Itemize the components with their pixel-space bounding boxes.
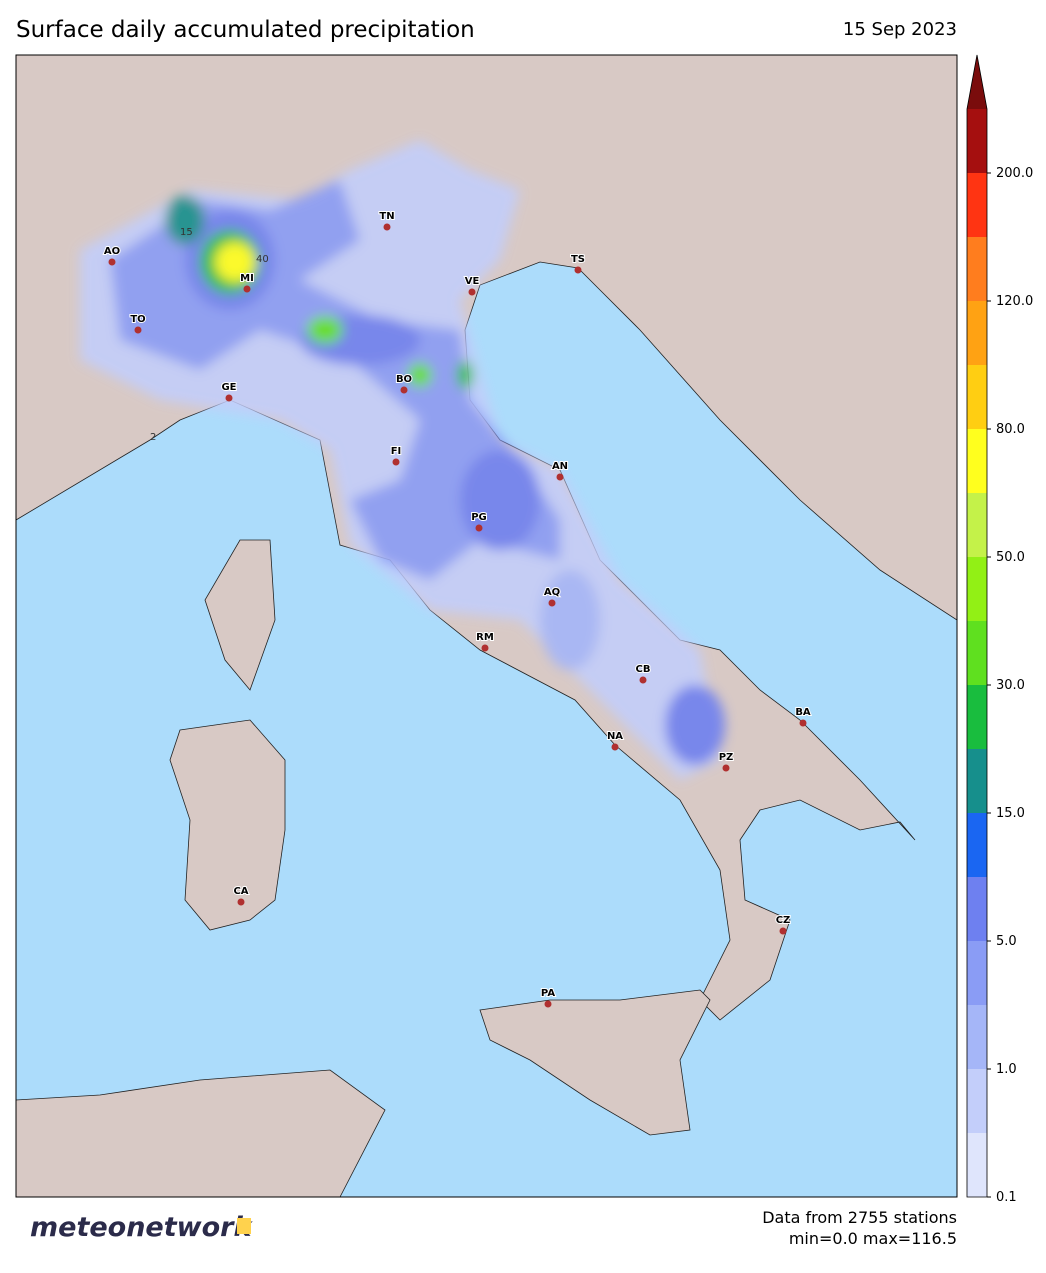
city-label: AQ: [544, 587, 560, 598]
city-label: BA: [795, 707, 811, 718]
colorbar-label: 120.0: [996, 294, 1033, 309]
city-label: RM: [476, 632, 494, 643]
colorbar-label: 200.0: [996, 166, 1033, 181]
colorbar-band: [967, 557, 987, 621]
colorbar-band: [967, 813, 987, 877]
colorbar-label: 15.0: [996, 806, 1025, 821]
city-label: PA: [541, 988, 555, 999]
date: 15 Sep 2023: [843, 19, 957, 40]
colorbar-frame: [966, 54, 988, 1198]
colorbar-label: 80.0: [996, 422, 1025, 437]
colorbar-band: [967, 941, 987, 1005]
colorbar-band: [967, 1005, 987, 1069]
colorbar-band: [967, 749, 987, 813]
city-label: AO: [104, 246, 120, 257]
colorbar-label: 1.0: [996, 1062, 1017, 1077]
contour-label: 15: [180, 227, 193, 238]
city-dot: [481, 644, 489, 652]
colorbar-band: [967, 173, 987, 237]
city-dot: [556, 473, 564, 481]
stations: Data from 2755 stations: [762, 1208, 957, 1227]
city-label: CA: [233, 886, 248, 897]
city-dot: [243, 285, 251, 293]
city-label: TS: [571, 254, 585, 265]
city-dot: [611, 743, 619, 751]
range: min=0.0 max=116.5: [789, 1229, 957, 1248]
city-label: FI: [391, 446, 402, 457]
colorbar-band: [967, 109, 987, 173]
city-dot: [544, 1000, 552, 1008]
precipitation: [80, 140, 725, 780]
map-frame: [15, 54, 958, 1198]
colorbar-band: [967, 1133, 987, 1197]
city-label: BO: [396, 374, 412, 385]
colorbar-label: 30.0: [996, 678, 1025, 693]
title: Surface daily accumulated precipitation: [16, 17, 475, 43]
city-dot: [108, 258, 116, 266]
colorbar-band: [967, 685, 987, 749]
city-dot: [225, 394, 233, 402]
city-label: TN: [379, 211, 394, 222]
city-label: CZ: [776, 915, 791, 926]
colorbar-label: 0.1: [996, 1190, 1017, 1205]
city-dot: [383, 223, 391, 231]
colorbar-band: [967, 301, 987, 365]
colorbar-band: [967, 621, 987, 685]
colorbar-band: [967, 1069, 987, 1133]
city-dot: [475, 524, 483, 532]
city-dot: [468, 288, 476, 296]
colorbar: 0.1 1.0 5.0 15.0 30.0 50.0 80.0 120.0 200.0: [966, 54, 1033, 1205]
city-label: MI: [240, 273, 254, 284]
city-dot: [548, 599, 556, 607]
city-label: TO: [130, 314, 145, 325]
colorbar-label: 5.0: [996, 934, 1017, 949]
cities: AO MI TO GE TN VE TS BO FI AN PG AQ RM CB BA NA PZ CA CZ PA…: [103, 210, 812, 1008]
logo: meteonetwork: [30, 1212, 253, 1243]
colorbar-extend: [967, 55, 987, 109]
city-label: NA: [607, 731, 623, 742]
colorbar-band: [967, 365, 987, 429]
city-dot: [799, 719, 807, 727]
city-dot: [134, 326, 142, 334]
contour-label: 40: [256, 254, 269, 265]
city-label: GE: [221, 382, 236, 393]
city-dot: [400, 386, 408, 394]
colorbar-band: [967, 493, 987, 557]
colorbar-label: 50.0: [996, 550, 1025, 565]
city-dot: [237, 898, 245, 906]
city-dot: [779, 927, 787, 935]
map: AO MI TO GE TN VE TS BO FI AN PG AQ RM CB BA NA PZ CA CZ PA…: [16, 55, 957, 1197]
city-dot: [639, 676, 647, 684]
city-dot: [392, 458, 400, 466]
city-dot: [574, 266, 582, 274]
city-label: AN: [552, 461, 568, 472]
city-label: CB: [636, 664, 651, 675]
city-label: VE: [465, 276, 480, 287]
city-label: PG: [471, 512, 487, 523]
logo-square: [237, 1218, 251, 1234]
colorbar-band: [967, 429, 987, 493]
contour-label: 2: [150, 432, 156, 443]
colorbar-band: [967, 237, 987, 301]
city-dot: [722, 764, 730, 772]
city-label: PZ: [719, 752, 734, 763]
colorbar-band: [967, 877, 987, 941]
